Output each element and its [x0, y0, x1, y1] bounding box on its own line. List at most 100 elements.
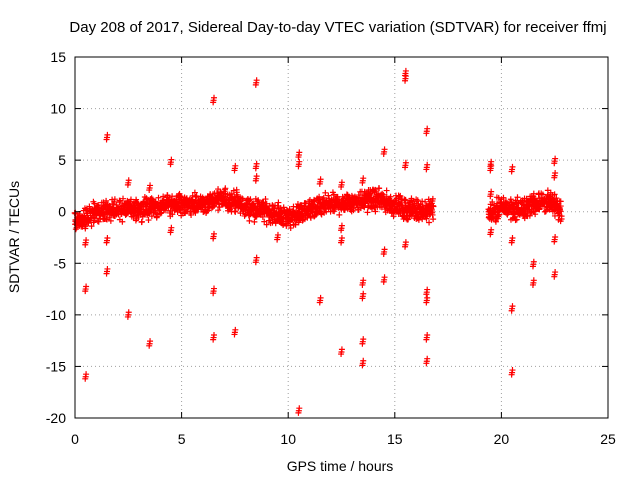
data-point [146, 187, 153, 194]
data-point [381, 246, 388, 253]
data-point [331, 206, 338, 213]
data-point [296, 405, 303, 412]
plot-frame [74, 56, 609, 419]
data-point [231, 167, 238, 174]
data-point [316, 180, 323, 187]
data-point [492, 218, 499, 225]
data-point [359, 179, 366, 186]
data-point [252, 165, 259, 172]
data-point [424, 125, 431, 132]
data-point [216, 204, 223, 211]
data-point [274, 231, 281, 238]
data-point [360, 290, 367, 297]
data-point [424, 161, 431, 168]
data-point [553, 195, 560, 202]
data-point [125, 177, 132, 184]
data-point [103, 270, 110, 277]
data-point [530, 190, 537, 197]
data-point [402, 196, 409, 203]
data-point [205, 207, 212, 214]
data-point [379, 190, 386, 197]
data-point [295, 409, 302, 416]
data-point [296, 149, 303, 156]
data-point [414, 197, 421, 204]
axis-ticks [74, 56, 609, 419]
data-point [210, 99, 217, 106]
data-point [424, 355, 431, 362]
data-point [252, 81, 259, 88]
data-point [104, 235, 111, 242]
data-point [508, 307, 515, 314]
data-point [557, 208, 564, 215]
data-point [401, 197, 408, 204]
data-point [383, 187, 390, 194]
data-point [211, 331, 218, 338]
data-point [424, 286, 431, 293]
data-point [360, 277, 367, 284]
data-point [145, 217, 152, 224]
data-point [152, 198, 159, 205]
data-point [262, 196, 269, 203]
data-point [423, 360, 430, 367]
data-point [512, 197, 519, 204]
data-point [83, 283, 90, 290]
data-point [429, 195, 436, 202]
data-point [82, 288, 89, 295]
data-point [317, 176, 324, 183]
data-point [168, 224, 175, 231]
data-point [111, 196, 118, 203]
x-tick-label: 20 [494, 431, 510, 447]
data-point [82, 241, 89, 248]
data-point [338, 183, 345, 190]
data-point [168, 156, 175, 163]
data-point [380, 150, 387, 157]
data-point [338, 179, 345, 186]
data-point [83, 371, 90, 378]
data-point [509, 235, 516, 242]
data-point [376, 185, 383, 192]
data-point [423, 299, 430, 306]
data-point [508, 371, 515, 378]
data-point [210, 235, 217, 242]
data-point [251, 218, 258, 225]
data-point [253, 173, 260, 180]
data-point [124, 313, 131, 320]
data-point [500, 194, 507, 201]
data-point [104, 131, 111, 138]
data-point [508, 168, 515, 175]
data-point [551, 238, 558, 245]
data-point [211, 94, 218, 101]
data-point [543, 207, 550, 214]
data-point [423, 291, 430, 298]
data-point [169, 211, 176, 218]
data-point [381, 274, 388, 281]
data-point [360, 336, 367, 343]
data-point [107, 217, 114, 224]
data-point [239, 195, 246, 202]
data-point [215, 207, 222, 214]
data-point [402, 239, 409, 246]
data-point [253, 254, 260, 261]
data-point [263, 221, 270, 228]
data-point [402, 67, 409, 74]
data-point [552, 233, 559, 240]
data-point [230, 187, 237, 194]
data-point [111, 198, 118, 205]
data-point [325, 192, 332, 199]
x-tick-label: 10 [280, 431, 296, 447]
data-point [402, 164, 409, 171]
data-point [252, 177, 259, 184]
data-point [402, 243, 409, 250]
data-point [487, 167, 494, 174]
data-point [147, 182, 154, 189]
data-point [103, 239, 110, 246]
data-point [350, 205, 357, 212]
y-tick-label: -15 [46, 358, 66, 374]
x-tick-label: 5 [178, 431, 186, 447]
x-tick-labels: 0 5 10 15 20 25 [71, 431, 616, 447]
y-tick-label: 5 [58, 152, 66, 168]
data-point [372, 208, 379, 215]
data-point [402, 159, 409, 166]
data-point [487, 193, 494, 200]
data-point [552, 155, 559, 162]
